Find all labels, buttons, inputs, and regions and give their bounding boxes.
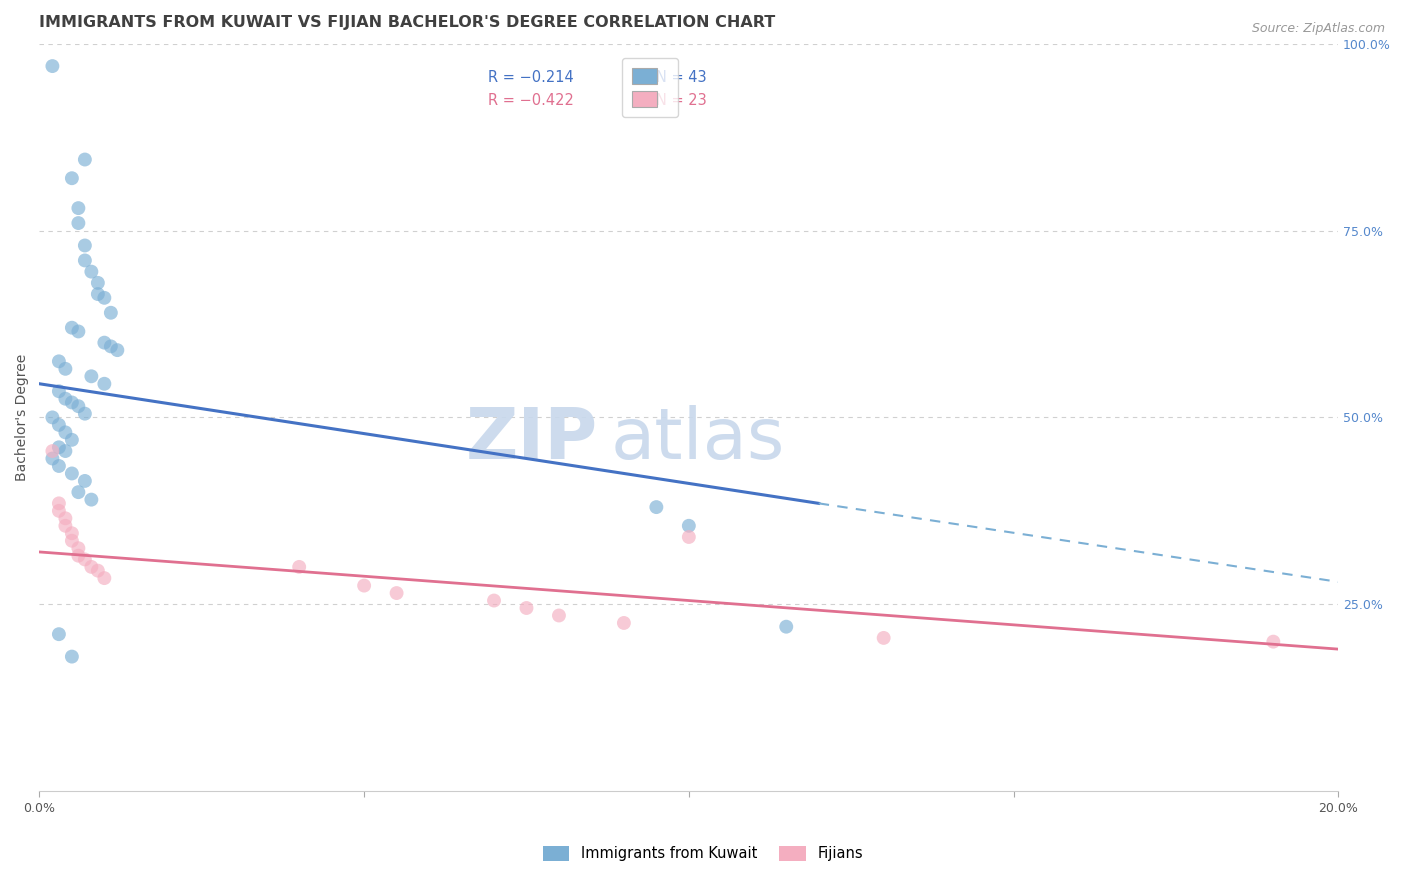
Point <box>60 320 83 334</box>
Point <box>80 265 103 279</box>
Point <box>775 620 797 634</box>
Point <box>48 496 70 510</box>
Point <box>678 530 700 544</box>
Point <box>613 615 636 630</box>
Point <box>1263 634 1285 648</box>
Text: ZIP: ZIP <box>465 405 598 475</box>
Point <box>55 511 77 525</box>
Point <box>100 339 122 353</box>
Point <box>67 549 90 563</box>
Point <box>385 586 408 600</box>
Text: IMMIGRANTS FROM KUWAIT VS FIJIAN BACHELOR'S DEGREE CORRELATION CHART: IMMIGRANTS FROM KUWAIT VS FIJIAN BACHELO… <box>39 15 776 30</box>
Point <box>93 335 115 350</box>
Point <box>872 631 894 645</box>
Text: atlas: atlas <box>612 405 786 475</box>
Point <box>645 500 668 515</box>
Point <box>48 458 70 473</box>
Point <box>60 433 83 447</box>
Point <box>55 444 77 458</box>
Point <box>93 291 115 305</box>
Point <box>55 518 77 533</box>
Point <box>41 451 63 466</box>
Point <box>60 395 83 409</box>
Point <box>548 608 571 623</box>
Point <box>41 59 63 73</box>
Point <box>60 649 83 664</box>
Point <box>55 392 77 406</box>
Legend: Immigrants from Kuwait, Fijians: Immigrants from Kuwait, Fijians <box>536 838 870 869</box>
Point <box>80 369 103 384</box>
Point <box>60 533 83 548</box>
Point <box>48 417 70 432</box>
Point <box>288 560 311 574</box>
Point <box>80 560 103 574</box>
Point <box>67 216 90 230</box>
Point <box>41 410 63 425</box>
Point <box>353 578 375 592</box>
Point <box>48 384 70 399</box>
Point <box>73 253 96 268</box>
Point <box>67 325 90 339</box>
Y-axis label: Bachelor's Degree: Bachelor's Degree <box>15 354 30 481</box>
Point <box>60 171 83 186</box>
Point <box>105 343 128 358</box>
Point <box>60 526 83 541</box>
Point <box>100 306 122 320</box>
Point <box>55 425 77 440</box>
Point <box>482 593 505 607</box>
Point <box>678 518 700 533</box>
Point <box>87 287 110 301</box>
Point <box>87 564 110 578</box>
Point <box>48 504 70 518</box>
Point <box>67 399 90 413</box>
Point <box>48 440 70 454</box>
Point <box>73 552 96 566</box>
Point <box>67 201 90 215</box>
Point <box>67 541 90 556</box>
Text: Source: ZipAtlas.com: Source: ZipAtlas.com <box>1251 22 1385 36</box>
Text: R = −0.422: R = −0.422 <box>488 93 574 108</box>
Point <box>73 474 96 488</box>
Point <box>87 276 110 290</box>
Text: R = −0.214: R = −0.214 <box>488 70 574 85</box>
Text: N = 43: N = 43 <box>657 70 707 85</box>
Point <box>73 153 96 167</box>
Point <box>80 492 103 507</box>
Point <box>515 601 537 615</box>
Point <box>93 571 115 585</box>
Point <box>48 627 70 641</box>
Point <box>67 485 90 500</box>
Point <box>41 444 63 458</box>
Legend: , : , <box>621 58 678 117</box>
Text: N = 23: N = 23 <box>657 93 707 108</box>
Point <box>93 376 115 391</box>
Point <box>48 354 70 368</box>
Point <box>73 238 96 252</box>
Point <box>73 407 96 421</box>
Point <box>60 467 83 481</box>
Point <box>55 361 77 376</box>
